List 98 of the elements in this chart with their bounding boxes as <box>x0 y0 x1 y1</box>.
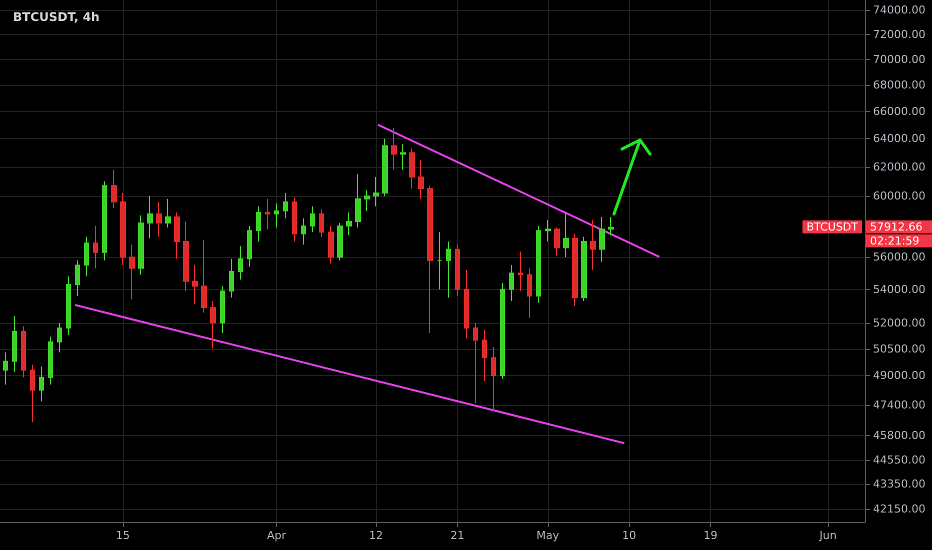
candlestick <box>138 214 144 276</box>
candlestick <box>518 251 523 292</box>
candlestick <box>174 212 180 260</box>
y-tick-label: 52000.00 <box>873 316 926 330</box>
annotation: BTCUSDT <box>806 220 858 234</box>
candlestick <box>491 346 496 412</box>
candlestick <box>482 329 487 382</box>
y-tick-label: 62000.00 <box>873 160 926 174</box>
candlestick <box>283 192 288 219</box>
candlestick <box>572 233 578 306</box>
candlestick <box>220 286 225 334</box>
candlestick <box>165 198 171 228</box>
candlestick <box>201 239 207 314</box>
x-tick-label: 15 <box>116 529 130 542</box>
candlestick <box>229 258 234 298</box>
y-tick-label: 44550.00 <box>873 453 926 466</box>
y-tick-label: 49000.00 <box>873 369 926 382</box>
candlestick <box>30 364 35 422</box>
candlestick <box>427 185 433 334</box>
y-tick-label: 45800.00 <box>873 428 926 442</box>
candlestick <box>310 206 315 233</box>
candlestick <box>274 202 279 228</box>
y-tick-label: 66000.00 <box>873 104 926 118</box>
candlestick <box>93 226 98 269</box>
candlestick <box>581 236 587 302</box>
y-tick-label: 74000.00 <box>873 4 926 17</box>
candlestick <box>84 236 89 277</box>
candlestick <box>21 326 26 378</box>
candlestick <box>455 244 460 296</box>
candlestick <box>373 176 379 207</box>
candlestick <box>3 352 8 386</box>
candlestick <box>590 219 596 270</box>
text: 57912.66 <box>870 220 922 234</box>
candlestick <box>265 198 270 230</box>
candlestick <box>500 282 505 380</box>
text: BTCUSDT, 4h <box>13 10 100 24</box>
x-tick-label: 21 <box>450 529 464 542</box>
candlestick <box>446 240 451 298</box>
candlestick <box>292 196 297 242</box>
candlestick <box>536 226 541 304</box>
candlestick <box>563 212 569 258</box>
candlestick <box>210 300 216 350</box>
y-tick-label: 54000.00 <box>873 282 926 296</box>
candlestick <box>129 244 135 300</box>
candlestick <box>400 144 406 170</box>
candlestick <box>464 269 469 339</box>
y-tick-label: 56000.00 <box>873 250 926 264</box>
y-tick-label: 72000.00 <box>873 28 926 41</box>
candlestick <box>409 148 415 190</box>
x-tick-label: Jun <box>818 529 837 542</box>
x-tick-label: 19 <box>704 529 718 542</box>
y-tick-label: 68000.00 <box>873 78 926 92</box>
y-tick-label: 50500.00 <box>873 342 926 356</box>
candlestick <box>382 138 388 196</box>
candlestick <box>238 246 243 280</box>
candlestick <box>183 220 189 292</box>
candlestick <box>509 264 514 302</box>
y-tick-label: 47400.00 <box>873 398 926 412</box>
candlestick <box>256 206 261 242</box>
candlestick <box>247 226 252 268</box>
candlestick <box>418 159 424 200</box>
candlestick <box>156 201 162 238</box>
x-tick-label: May <box>536 529 560 542</box>
y-tick-label: 42150.00 <box>873 502 926 516</box>
candlestick <box>364 190 370 212</box>
candlestick <box>554 227 560 256</box>
y-tick-label: 43350.00 <box>873 478 926 491</box>
x-tick-label: 10 <box>622 529 636 542</box>
candlestick <box>102 180 107 261</box>
candlestick <box>346 212 352 236</box>
y-tick-label: 70000.00 <box>873 52 926 66</box>
candlestick <box>337 222 343 261</box>
text: 02:21:59 <box>870 234 920 248</box>
candlestick <box>111 169 117 208</box>
candlestick <box>48 336 53 386</box>
candlestick <box>120 192 126 266</box>
candlestick <box>319 208 324 238</box>
candlestick <box>527 268 532 318</box>
candlestick <box>75 260 80 296</box>
candlestick <box>301 218 306 246</box>
candlestick <box>147 195 153 239</box>
x-tick-label: Apr <box>267 529 287 542</box>
candlestick <box>39 366 44 402</box>
candlestick <box>473 322 478 404</box>
candlestick <box>66 276 71 336</box>
candlestick <box>328 226 334 264</box>
y-tick-label: 64000.00 <box>873 132 926 146</box>
candlestick <box>545 219 551 242</box>
candlestick <box>437 232 442 290</box>
candlestick <box>192 264 198 305</box>
candlestick <box>355 174 361 228</box>
y-tick-label: 60000.00 <box>873 189 926 202</box>
candlestick <box>391 127 397 170</box>
candlestick <box>599 216 605 262</box>
candlestick <box>12 316 17 372</box>
candlestick <box>57 322 62 353</box>
candlestick <box>608 216 614 236</box>
x-tick-label: 12 <box>368 529 383 542</box>
